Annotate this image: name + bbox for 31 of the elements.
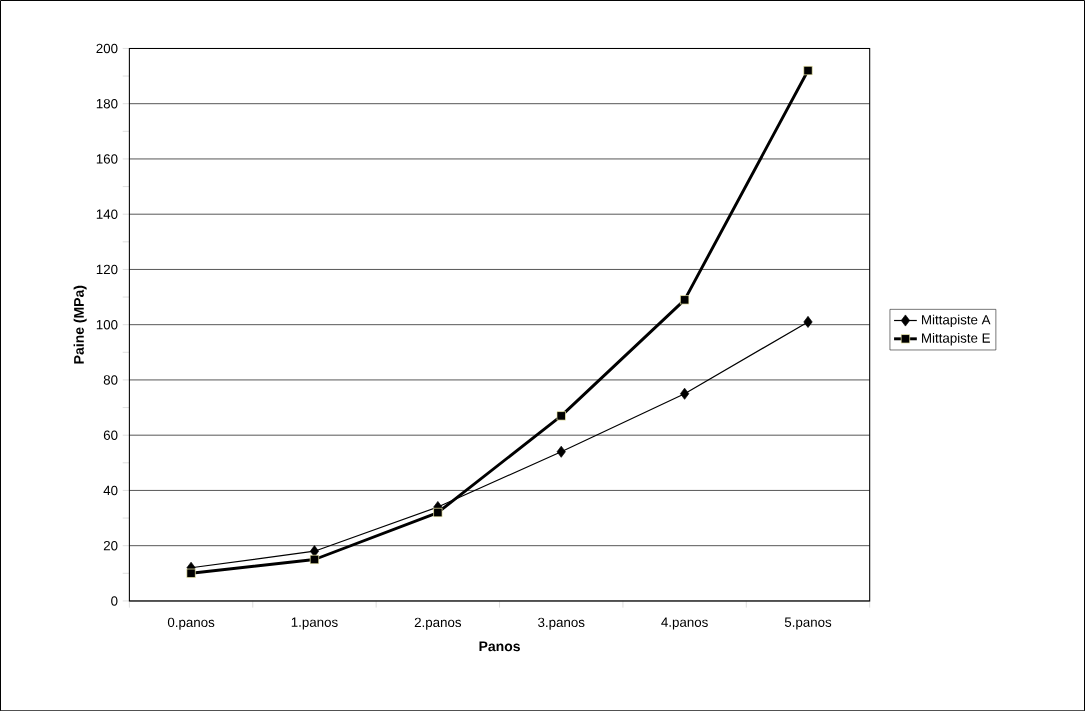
y-tick-label: 200 bbox=[96, 43, 118, 53]
y-tick-label: 0 bbox=[111, 596, 118, 606]
point bbox=[556, 411, 566, 421]
y-tick-label: 60 bbox=[103, 430, 118, 440]
x-tick-label: 2.panos bbox=[414, 617, 462, 630]
x-tick-label: 1.panos bbox=[291, 617, 338, 630]
point bbox=[680, 295, 690, 305]
point bbox=[309, 554, 320, 564]
y-tick-label: 80 bbox=[103, 375, 118, 385]
y-axis-title: Paine (MPa) bbox=[73, 285, 87, 364]
y-tick-label: 40 bbox=[103, 485, 118, 495]
y-tick-label: 100 bbox=[96, 319, 118, 330]
point bbox=[556, 445, 566, 458]
x-tick-label: 3.panos bbox=[538, 617, 585, 630]
y-tick-label: 140 bbox=[96, 209, 118, 219]
point bbox=[803, 65, 813, 75]
point bbox=[680, 387, 690, 400]
legend-label: Mittapiste E bbox=[922, 332, 990, 346]
point bbox=[803, 315, 813, 328]
y-tick-label: 160 bbox=[96, 154, 118, 164]
x-axis-title: Panos bbox=[479, 641, 520, 652]
x-tick-label: 4.panos bbox=[661, 617, 708, 630]
point bbox=[186, 568, 196, 578]
point bbox=[309, 545, 319, 557]
x-tick-label: 5.panos bbox=[784, 617, 832, 630]
point bbox=[433, 507, 443, 517]
y-tick-label: 20 bbox=[103, 540, 118, 551]
x-tick-label: 0.panos bbox=[167, 617, 215, 630]
y-tick-label: 120 bbox=[96, 264, 118, 274]
y-tick-label: 180 bbox=[96, 98, 118, 109]
legend-label: Mittapiste A bbox=[922, 314, 991, 327]
